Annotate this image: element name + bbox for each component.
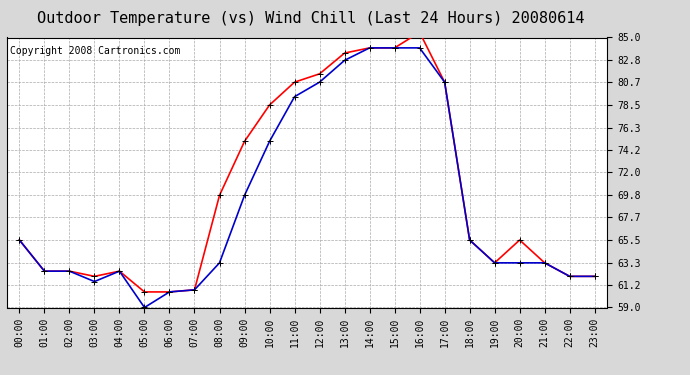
Text: Outdoor Temperature (vs) Wind Chill (Last 24 Hours) 20080614: Outdoor Temperature (vs) Wind Chill (Las… <box>37 11 584 26</box>
Text: Copyright 2008 Cartronics.com: Copyright 2008 Cartronics.com <box>10 46 180 56</box>
